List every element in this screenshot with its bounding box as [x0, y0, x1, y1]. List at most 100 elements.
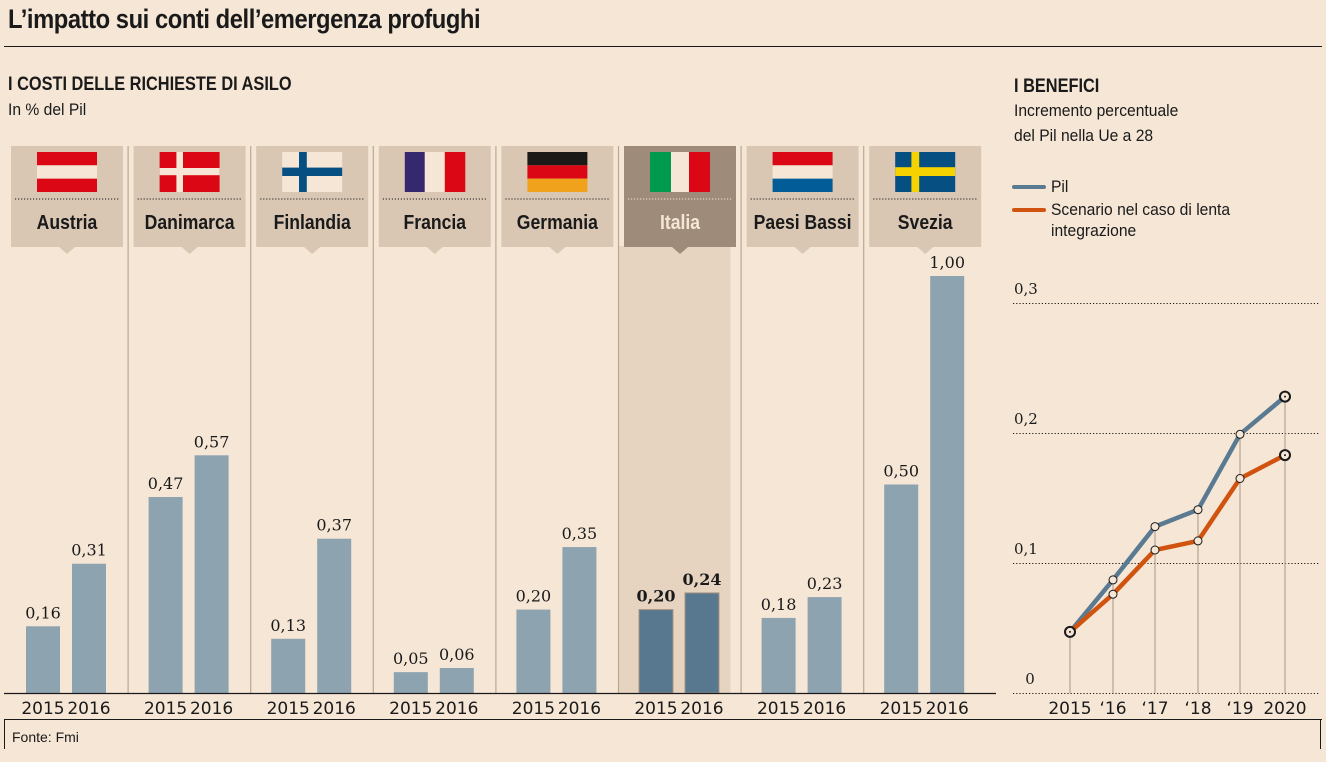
flag-cross-h — [159, 168, 220, 176]
bar-value-label: 0,18 — [761, 595, 797, 614]
benefits-subheading-line1: Incremento percentuale — [1014, 101, 1179, 120]
bar-2015 — [884, 484, 919, 693]
legend-swatch-scenario — [1012, 208, 1046, 212]
bar-2015 — [148, 497, 183, 693]
x-tick-label: 2016 — [67, 699, 110, 719]
data-point-marker — [1235, 474, 1245, 483]
costs-subheading: In % del Pil — [8, 100, 87, 119]
line-series-pil — [1067, 394, 1288, 635]
country-group: Svezia 0,50 2015 1,00 2016 — [863, 146, 982, 719]
y-tick-label: 0 — [1025, 670, 1035, 688]
x-tick-label: 2016 — [313, 699, 356, 719]
footer-divider — [4, 719, 1322, 720]
bar-2015 — [393, 672, 428, 693]
country-group: Paesi Bassi 0,18 2015 0,23 2016 — [740, 146, 859, 719]
flag-stripe — [527, 152, 588, 166]
bar-value-label: 0,31 — [71, 541, 107, 560]
footer-border-right — [1320, 719, 1321, 749]
flag-stripe — [689, 152, 710, 192]
bar-2016 — [439, 667, 474, 693]
y-tick-label: 0,2 — [1014, 410, 1038, 428]
bar-2015 — [26, 626, 60, 693]
x-tick-label: ‘17 — [1141, 699, 1168, 719]
bar-2016 — [684, 592, 720, 694]
country-label: Svezia — [898, 211, 953, 233]
data-point-marker — [1150, 545, 1160, 555]
endpoint-marker-dot — [1284, 454, 1286, 457]
header-pointer — [549, 247, 566, 254]
country-label: Germania — [517, 211, 599, 233]
data-point-marker — [1150, 522, 1160, 532]
flag-stripe — [37, 165, 97, 179]
flag-stripe — [772, 178, 833, 192]
x-tick-label: 2015 — [512, 699, 555, 719]
country-label: Francia — [404, 211, 467, 233]
bar-value-label: 0,37 — [316, 516, 352, 535]
x-tick-label: 2015 — [634, 699, 677, 719]
flag-stripe — [527, 165, 588, 179]
bar-value-label: 0,13 — [270, 616, 306, 635]
x-tick-label: 2015 — [144, 699, 187, 719]
y-tick-label: 0,1 — [1014, 540, 1038, 558]
legend-label-pil: Pil — [1051, 177, 1069, 196]
bar-value-label: 0,20 — [637, 587, 676, 606]
costs-bar-chart: Austria 0,16 2015 0,31 2016 Danimarca 0,47 2015… — [4, 146, 996, 719]
bar-value-label: 0,16 — [25, 603, 61, 622]
data-point-marker — [1193, 536, 1203, 546]
header-pointer — [917, 247, 934, 254]
country-group: Austria 0,16 2015 0,31 2016 — [11, 146, 123, 719]
country-label: Paesi Bassi — [754, 211, 852, 233]
country-label: Finlandia — [274, 211, 352, 233]
flag-stripe — [671, 152, 689, 192]
bar-2016 — [807, 597, 842, 693]
country-group: Finlandia 0,13 2015 0,37 2016 — [250, 146, 369, 719]
header-pointer — [181, 247, 198, 254]
x-tick-label: 2015 — [21, 699, 64, 719]
flag-cross-h — [895, 167, 956, 176]
legend-item-scenario: Scenario nel caso di lenta integrazione — [1012, 199, 1311, 241]
page-title: L’impatto sui conti dell’emergenza profu… — [8, 4, 481, 34]
bar-value-label: 0,06 — [439, 645, 475, 664]
legend-item-pil: Pil — [1012, 176, 1311, 197]
x-tick-label: ‘16 — [1099, 699, 1126, 719]
legend-swatch-pil — [1012, 185, 1046, 189]
bar-2015 — [271, 638, 306, 693]
x-tick-label: 2015 — [880, 699, 923, 719]
flag-stripe — [650, 152, 671, 192]
x-tick-label: 2015 — [267, 699, 310, 719]
header-pointer — [304, 247, 321, 254]
header-pointer — [794, 247, 811, 254]
flag-stripe — [444, 152, 466, 192]
x-tick-label: 2016 — [190, 699, 233, 719]
costs-heading: I COSTI DELLE RICHIESTE DI ASILO — [8, 74, 292, 95]
bar-2015 — [516, 609, 551, 693]
bar-value-label: 0,57 — [194, 432, 230, 451]
bar-value-label: 0,24 — [683, 570, 722, 589]
data-point-marker — [1193, 505, 1203, 515]
benefits-line-chart: 0 0,1 0,2 0,3 2015 ‘16 ‘17 ‘18 ‘19 2020 — [1013, 280, 1319, 719]
header-pointer — [672, 247, 688, 254]
endpoint-marker-dot — [1069, 630, 1071, 633]
bar-value-label: 0,50 — [883, 462, 919, 481]
flag-stripe — [37, 152, 97, 166]
bar-2016 — [317, 538, 352, 693]
bar-value-label: 0,35 — [562, 524, 598, 543]
line-legend: Pil Scenario nel caso di lenta integrazi… — [1012, 176, 1311, 243]
bar-value-label: 0,23 — [807, 574, 843, 593]
line-series-scenario — [1067, 452, 1288, 635]
x-tick-label: 2015 — [1048, 699, 1091, 719]
bar-value-label: 0,05 — [393, 649, 429, 668]
x-tick-label: 2020 — [1263, 699, 1306, 719]
country-group: Francia 0,05 2015 0,06 2016 — [372, 146, 491, 719]
x-tick-label: 2016 — [926, 699, 969, 719]
country-label: Italia — [660, 211, 701, 233]
x-tick-label: 2016 — [435, 699, 478, 719]
data-point-marker — [1235, 429, 1245, 439]
bar-2015 — [761, 617, 796, 693]
bar-2015 — [638, 609, 674, 694]
country-group: Germania 0,20 2015 0,35 2016 — [495, 146, 614, 719]
bar-2016 — [194, 455, 229, 693]
country-label: Austria — [37, 211, 98, 233]
flag-stripe — [527, 178, 588, 192]
flag-stripe — [772, 152, 833, 166]
